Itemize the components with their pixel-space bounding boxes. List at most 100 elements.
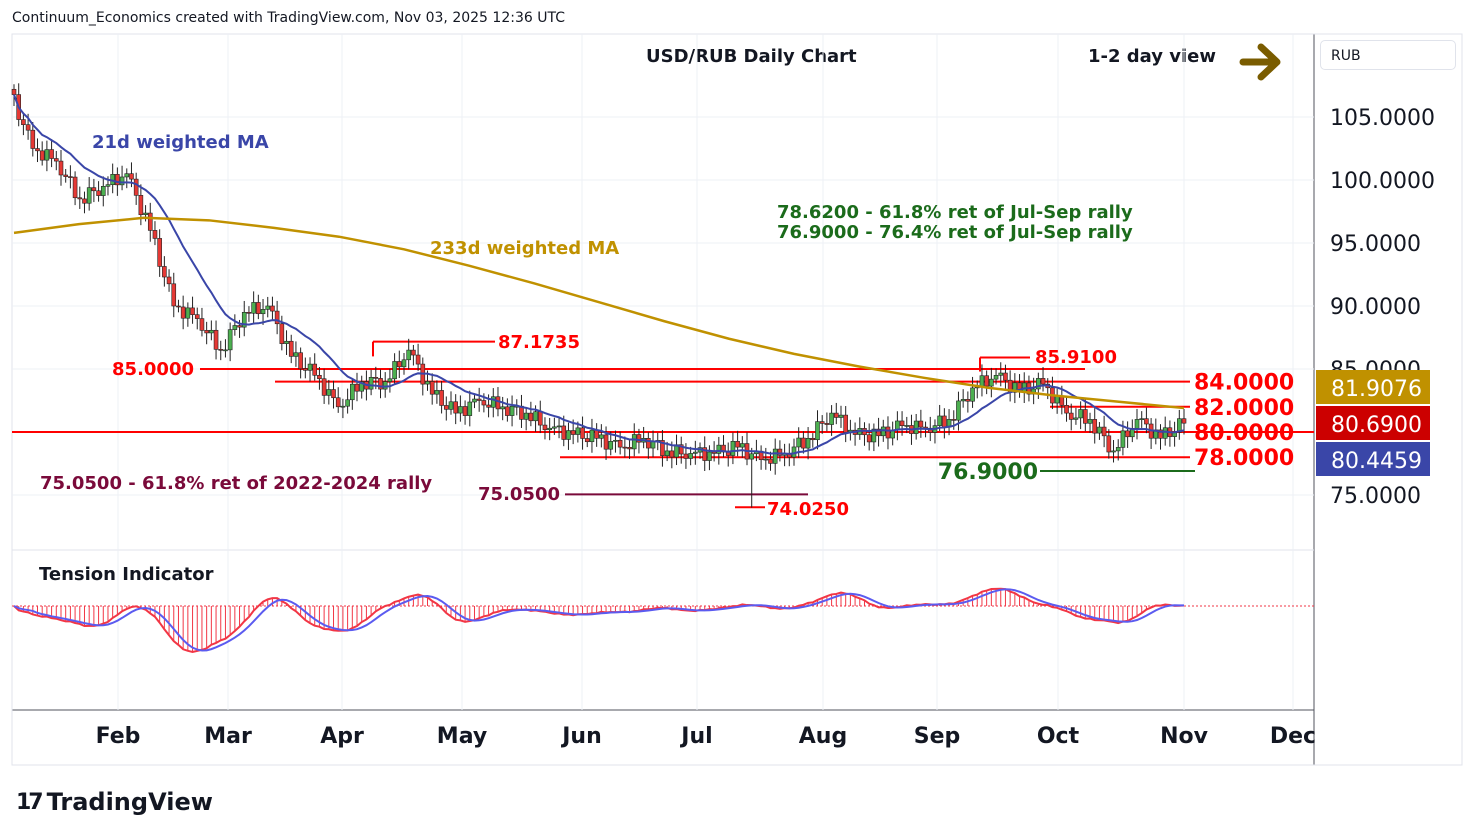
candle-body xyxy=(1073,417,1079,420)
level-85-label: 85.0000 xyxy=(112,359,194,380)
tension-indicator-title: Tension Indicator xyxy=(39,564,214,585)
candle-body xyxy=(429,381,435,395)
tension-line xyxy=(13,587,1185,653)
candle-body xyxy=(100,186,106,196)
candle-body xyxy=(284,340,289,344)
candle-body xyxy=(1040,378,1046,385)
x-tick-label: Sep xyxy=(914,724,961,749)
candle-body xyxy=(439,390,444,406)
candle-body xyxy=(556,425,562,428)
candle-body xyxy=(711,451,717,454)
x-tick-label: Feb xyxy=(96,724,141,749)
candle-body xyxy=(138,195,144,216)
candle-body xyxy=(937,415,942,426)
candle-body xyxy=(288,340,294,357)
candle-body xyxy=(1083,409,1088,424)
candle-body xyxy=(298,352,303,370)
currency-label[interactable]: RUB xyxy=(1320,40,1456,70)
candle-body xyxy=(68,176,73,178)
candle-body xyxy=(1177,418,1182,433)
candle-body xyxy=(251,302,256,314)
x-tick-label: Apr xyxy=(320,724,364,749)
candle-body xyxy=(1087,419,1093,424)
y-tick-label: 105.0000 xyxy=(1330,106,1435,131)
candle-body xyxy=(72,176,78,199)
candle-body xyxy=(340,405,346,408)
candle-body xyxy=(678,444,684,455)
candle-body xyxy=(1181,418,1187,424)
candle-body xyxy=(185,307,191,319)
candle-body xyxy=(500,406,505,410)
candle-body xyxy=(77,197,83,200)
candle-body xyxy=(162,266,167,278)
price-tag-bg xyxy=(1316,442,1430,476)
candle-body xyxy=(176,305,181,308)
candle-body xyxy=(44,149,50,161)
candle-body xyxy=(561,425,567,440)
y-tick-label: 90.0000 xyxy=(1330,295,1421,320)
candle-body xyxy=(979,375,985,388)
candle-body xyxy=(631,434,637,450)
tradingview-logo[interactable]: 17 TradingView xyxy=(16,788,213,816)
candle-body xyxy=(970,387,975,402)
candle-body xyxy=(584,438,590,443)
candle-body xyxy=(241,311,247,328)
candle-body xyxy=(819,421,825,424)
candle-body xyxy=(490,396,496,408)
candle-body xyxy=(119,176,125,186)
candle-body xyxy=(124,173,130,178)
price-tag-value: 81.9076 xyxy=(1331,377,1422,402)
candle-body xyxy=(406,349,411,361)
candle-body xyxy=(453,401,458,414)
candle-body xyxy=(25,124,31,131)
candle-body xyxy=(1158,429,1163,439)
fib-text-2: 76.9000 - 76.4% ret of Jul-Sep rally xyxy=(777,222,1133,243)
candle-body xyxy=(458,406,463,414)
x-tick-label: Oct xyxy=(1037,724,1080,749)
candle-body xyxy=(1162,427,1168,439)
candle-body xyxy=(1120,430,1126,448)
candle-body xyxy=(30,129,36,149)
candle-body xyxy=(942,415,947,428)
candle-body xyxy=(956,400,961,421)
candle-body xyxy=(293,352,299,357)
candle-body xyxy=(1097,426,1102,434)
candle-body xyxy=(810,437,816,441)
candle-body xyxy=(312,363,318,376)
candle-body xyxy=(763,458,769,461)
price-tag-bg xyxy=(1316,406,1430,440)
low-74-label: 74.0250 xyxy=(767,499,849,520)
candle-body xyxy=(505,406,510,416)
candle-body xyxy=(307,363,313,371)
candle-body xyxy=(91,187,97,192)
candle-body xyxy=(194,314,200,319)
candle-body xyxy=(566,430,571,440)
candle-body xyxy=(603,434,609,450)
candle-body xyxy=(143,212,148,216)
candle-body xyxy=(397,361,402,368)
attribution: Continuum_Economics created with Trading… xyxy=(12,10,565,26)
candle-body xyxy=(411,349,416,356)
candle-body xyxy=(702,447,708,461)
candle-body xyxy=(913,420,919,434)
candle-body xyxy=(613,439,618,442)
level-label-84: 84.0000 xyxy=(1194,371,1294,396)
candle-body xyxy=(824,423,830,425)
candle-body xyxy=(256,302,261,315)
candle-body xyxy=(387,378,393,382)
candle-body xyxy=(594,429,599,439)
candle-body xyxy=(274,310,280,325)
candle-body xyxy=(11,88,17,95)
candle-body xyxy=(223,349,228,352)
candle-body xyxy=(392,361,397,380)
candle-body xyxy=(876,428,881,437)
brand-name: TradingView xyxy=(46,788,213,816)
x-tick-label: Nov xyxy=(1160,724,1209,749)
candle-body xyxy=(321,378,327,396)
candle-body xyxy=(772,448,778,464)
x-tick-label: Aug xyxy=(799,724,847,749)
candle-body xyxy=(768,458,773,464)
x-tick-label: May xyxy=(437,724,487,749)
